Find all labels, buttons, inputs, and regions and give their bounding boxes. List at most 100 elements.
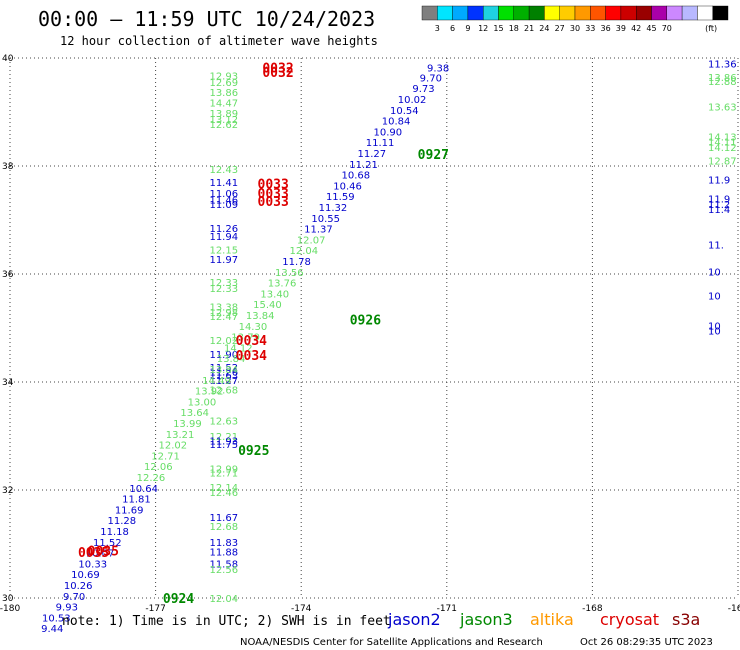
- colorbar-swatch: [681, 5, 698, 21]
- wave-height-value: 12.04: [209, 594, 238, 605]
- wave-height-value: 11.4: [708, 205, 730, 216]
- colorbar-swatch: [528, 5, 545, 21]
- wave-height-value: 12.71: [151, 451, 180, 462]
- wave-height-value: 12.99: [209, 464, 238, 475]
- wave-height-value: 10.68: [341, 171, 370, 182]
- wave-height-value: 13.64: [180, 408, 209, 419]
- wave-height-value: 12.33: [209, 284, 238, 295]
- colorbar-label: 33: [585, 24, 595, 33]
- latitude-tick-label: 34: [2, 378, 14, 388]
- colorbar-label: 36: [601, 24, 611, 33]
- wave-height-value: 11.9: [708, 194, 730, 205]
- colorbar-swatch: [574, 5, 591, 21]
- colorbar-label: 27: [555, 24, 565, 33]
- pass-time-label: 0034: [236, 349, 267, 364]
- footer-timestamp: Oct 26 08:29:35 UTC 2023: [580, 637, 713, 648]
- wave-height-value: 13.21: [166, 430, 195, 441]
- colorbar-label: 9: [465, 24, 470, 33]
- map-subtitle: 12 hour collection of altimeter wave hei…: [60, 34, 378, 48]
- wave-height-value: 13.84: [246, 311, 275, 322]
- colorbar-swatch: [544, 5, 560, 21]
- wave-height-value: 12.14: [209, 483, 238, 494]
- wave-height-value: 11.27: [357, 149, 386, 160]
- wave-height-value: 13.63: [708, 103, 737, 114]
- wave-height-value: 11.46: [209, 195, 238, 206]
- wave-height-value: 14.47: [209, 98, 238, 109]
- wave-height-value: 12.68: [209, 522, 238, 533]
- pass-time-label: 0926: [350, 313, 381, 328]
- wave-height-value: 13.84: [209, 365, 238, 376]
- wave-height-value: 11.37: [304, 225, 333, 236]
- wave-height-value: 11.69: [115, 505, 144, 516]
- colorbar-swatch: [697, 5, 713, 21]
- wave-height-value: 11.27: [209, 376, 238, 387]
- latitude-tick-label: 40: [2, 54, 14, 64]
- legend-jason2: jason2: [387, 610, 441, 629]
- wave-height-value: 14.30: [239, 322, 268, 333]
- wave-height-value: 14.12: [224, 343, 253, 354]
- wave-height-value: 11.90: [209, 350, 238, 361]
- legend-jason3: jason3: [459, 610, 513, 629]
- wave-height-value: 12.15: [209, 246, 238, 257]
- latitude-tick-label: 30: [2, 594, 14, 604]
- wave-height-value: 11.93: [209, 436, 238, 447]
- axis-tick-labels: -180 -177 -174 -171 -168 -165 40 38 36 34 32 30: [0, 54, 740, 614]
- colorbar-label: 42: [631, 24, 641, 33]
- pass-time-label: 0033: [258, 195, 289, 210]
- colorbar-label: 39: [616, 24, 626, 33]
- wave-height-value: 11.26: [209, 224, 238, 235]
- wave-height-value: 10.64: [129, 484, 158, 495]
- wave-height-value: 11.21: [349, 160, 378, 171]
- wave-height-value: 11.2: [708, 200, 730, 211]
- wave-height-value: 10: [708, 292, 721, 303]
- wave-height-value: 13.12: [209, 115, 238, 126]
- wave-height-value: 12.43: [209, 165, 238, 176]
- wave-height-value: 12.06: [144, 462, 173, 473]
- wave-height-value: 11.26: [209, 368, 238, 379]
- wave-height-value: 11.52: [209, 363, 238, 374]
- wave-height-value: 12.93: [209, 71, 238, 82]
- longitude-tick-label: -171: [437, 604, 457, 614]
- wave-height-value: 11.09: [209, 200, 238, 211]
- wave-height-value: 11.58: [209, 559, 238, 570]
- wave-height-value: 12.46: [209, 488, 238, 499]
- pass-time-label: 0032: [262, 62, 293, 77]
- wave-height-value: 13.86: [708, 73, 737, 84]
- wave-height-value: 11.06: [209, 189, 238, 200]
- legend-altika: altika: [530, 610, 574, 629]
- wave-height-value: 10.53: [42, 613, 71, 624]
- colorbar-swatch: [651, 5, 668, 21]
- wave-height-value: 13.56: [275, 268, 304, 279]
- wave-height-value: 9.70: [63, 592, 85, 603]
- wave-height-value: 9.93: [56, 603, 78, 614]
- wave-height-value: 12.26: [137, 473, 166, 484]
- wave-height-value: 14.49: [202, 376, 231, 387]
- wave-height-value: 11.88: [209, 548, 238, 559]
- pass-time-label: 0033: [258, 187, 289, 202]
- wave-height-value: 13.92: [195, 387, 224, 398]
- wave-height-value: 13.89: [209, 109, 238, 120]
- longitude-tick-label: -180: [0, 604, 20, 614]
- wave-height-value: 11.11: [366, 138, 395, 149]
- colorbar-swatch: [559, 5, 576, 21]
- pass-time-label: 0034: [236, 334, 267, 349]
- colorbar-label: 3: [435, 24, 440, 33]
- wave-height-value: 9.38: [427, 64, 449, 75]
- colorbar-label: 30: [570, 24, 580, 33]
- longitude-tick-label: -165: [728, 604, 740, 614]
- map-grid: [9, 57, 739, 599]
- wave-height-value: 13.86: [209, 88, 238, 99]
- wave-height-value: 12.98: [209, 308, 238, 319]
- colorbar: 3 6 9 12 15 18 21 24 27 30 33 36 39 42 45 70 (ft): [421, 5, 729, 33]
- pass-time-label: 0032: [262, 66, 293, 81]
- wave-height-value: 11.63: [209, 371, 238, 382]
- wave-height-value: 13.38: [209, 302, 238, 313]
- wave-height-value: 12.68: [209, 386, 238, 397]
- wave-height-value: 10.07: [86, 549, 115, 560]
- pass-time-label: 0924: [163, 592, 194, 607]
- wave-height-value: 12.04: [290, 246, 319, 257]
- colorbar-label: 15: [493, 24, 503, 33]
- wave-height-value: 10.84: [382, 117, 411, 128]
- wave-height-value: 11.52: [93, 538, 122, 549]
